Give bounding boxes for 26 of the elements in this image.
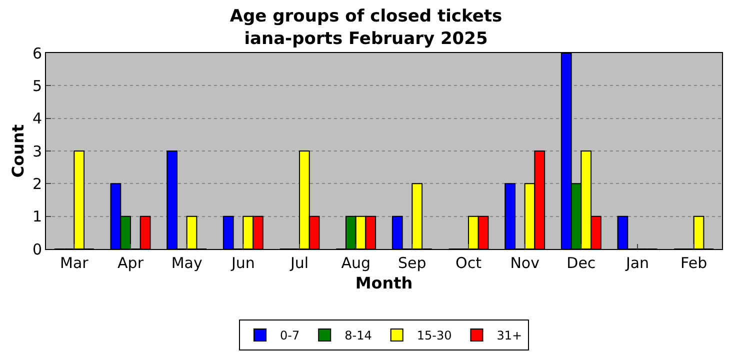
y-tick-label: 6 bbox=[32, 44, 42, 62]
x-axis-title: Month bbox=[355, 274, 413, 293]
y-tick-label: 3 bbox=[32, 142, 42, 160]
x-tick-label: Feb bbox=[680, 254, 708, 272]
y-tick-label: 5 bbox=[32, 76, 42, 95]
y-axis-title: Count bbox=[8, 124, 28, 178]
x-tick-label: Mar bbox=[60, 254, 90, 272]
x-tick-label: Jun bbox=[230, 254, 255, 272]
x-tick-label: Oct bbox=[456, 254, 482, 272]
y-tick-label: 0 bbox=[32, 240, 42, 258]
x-tick-label: Jul bbox=[289, 254, 309, 272]
legend-label: 15-30 bbox=[416, 328, 452, 343]
y-tick-label: 1 bbox=[32, 208, 42, 226]
x-tick-label: May bbox=[171, 254, 202, 272]
x-tick-label: Aug bbox=[341, 254, 370, 272]
x-tick-label: Jan bbox=[624, 254, 650, 272]
x-tick-label: Apr bbox=[118, 254, 144, 272]
x-tick-label: Sep bbox=[398, 254, 426, 272]
x-tick-label: Dec bbox=[566, 254, 596, 272]
x-tick-label: Nov bbox=[510, 254, 540, 272]
y-tick-label: 2 bbox=[32, 174, 42, 193]
y-tick-label: 4 bbox=[32, 110, 42, 128]
chart-title: Age groups of closed tickets iana-ports February 2025 bbox=[230, 6, 502, 49]
legend-label: 31+ bbox=[496, 328, 522, 343]
legend-label: 8-14 bbox=[344, 328, 372, 343]
legend-label: 0-7 bbox=[280, 328, 300, 343]
